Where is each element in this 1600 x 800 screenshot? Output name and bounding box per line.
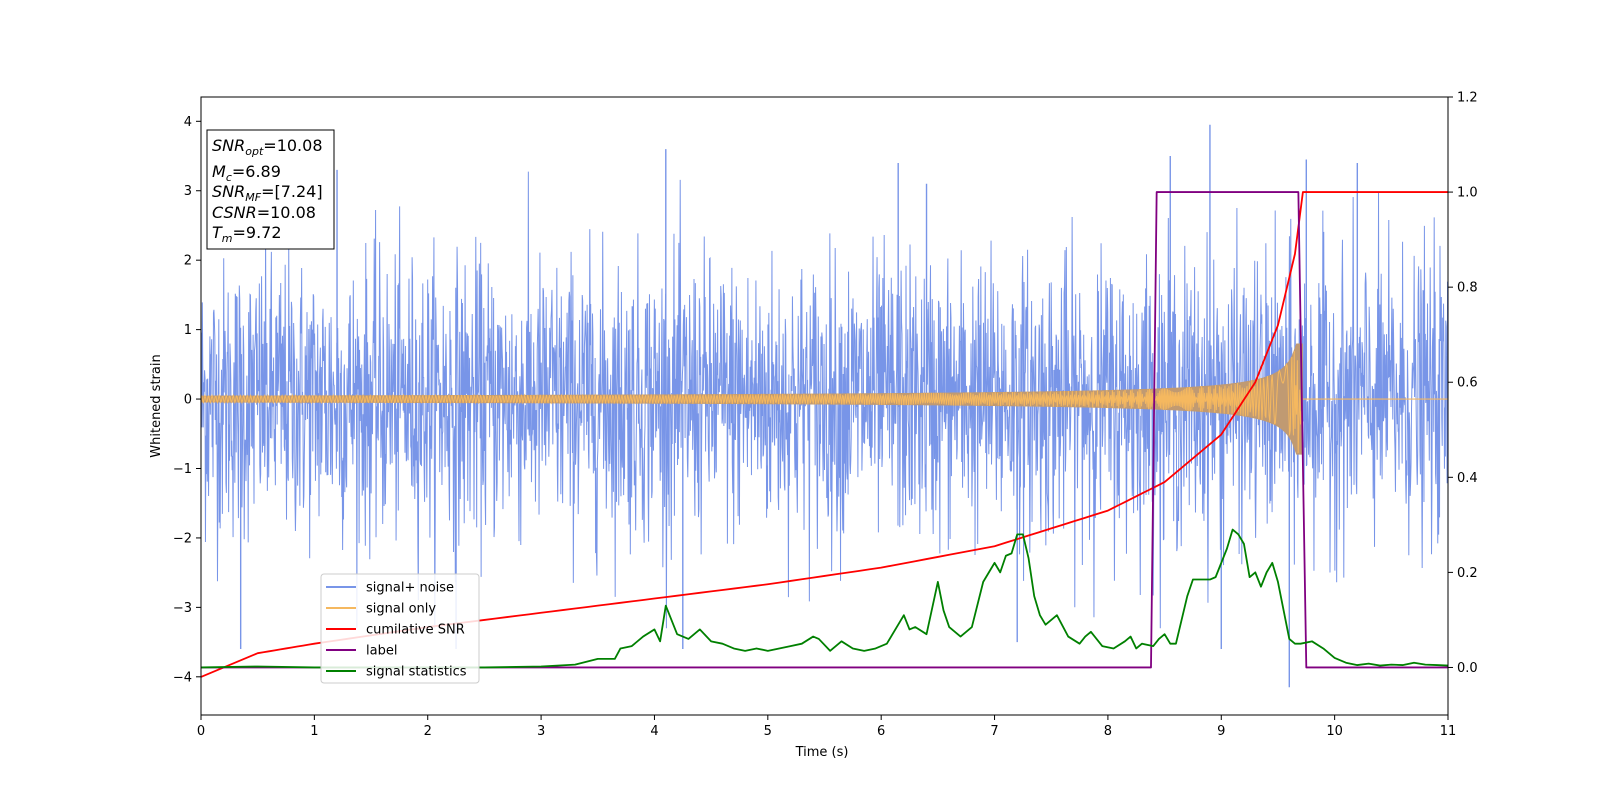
y-right-tick-label: 0.6 bbox=[1457, 376, 1478, 391]
signal-only-series bbox=[201, 343, 1448, 455]
annotation-line: SNRMF=[7.24] bbox=[212, 182, 323, 204]
legend-label: signal only bbox=[366, 602, 436, 617]
annotation-box: SNRopt=10.08Mc=6.89SNRMF=[7.24]CSNR=10.0… bbox=[206, 129, 335, 250]
signal-only-line bbox=[201, 351, 1304, 454]
y-tick-label: −3 bbox=[173, 601, 192, 616]
annotation-line: SNRopt=10.08 bbox=[212, 136, 323, 158]
y-tick-label: 3 bbox=[184, 184, 192, 199]
y-tick-label: −2 bbox=[173, 531, 192, 546]
x-tick-label: 1 bbox=[310, 724, 318, 739]
legend: signal+ noise signal only cumilative SNR la… bbox=[320, 573, 480, 684]
annotation-symbol: T bbox=[212, 223, 223, 242]
annotation-value: =10.08 bbox=[257, 203, 316, 222]
x-tick-label: 3 bbox=[537, 724, 545, 739]
y-right-tick-label: 1.2 bbox=[1457, 91, 1478, 106]
y-tick-label: 4 bbox=[184, 115, 192, 130]
y-tick-label: 0 bbox=[184, 393, 192, 408]
y-axis-label: Whitened strain bbox=[149, 354, 164, 457]
y-right-tick-label: 0.2 bbox=[1457, 566, 1478, 581]
annotation-subscript: MF bbox=[245, 191, 261, 204]
y-tick-label: −4 bbox=[173, 670, 192, 685]
annotation-subscript: m bbox=[222, 232, 233, 245]
y-right-tick-label: 0.0 bbox=[1457, 661, 1478, 676]
annotation-symbol: SNR bbox=[212, 136, 245, 155]
annotation-subscript: c bbox=[226, 171, 232, 184]
y-right-tick-label: 0.4 bbox=[1457, 471, 1478, 486]
x-tick-label: 10 bbox=[1326, 724, 1343, 739]
y-axis-right-ticks: 1.2 1.0 0.8 0.6 0.4 0.2 0.0 bbox=[1448, 91, 1478, 676]
annotation-symbol: M bbox=[212, 162, 226, 181]
x-tick-label: 9 bbox=[1217, 724, 1225, 739]
annotation-value: =9.72 bbox=[233, 223, 282, 242]
annotation-value: =[7.24] bbox=[261, 182, 323, 201]
x-axis-label: Time (s) bbox=[795, 745, 849, 760]
annotation-value: =6.89 bbox=[232, 162, 281, 181]
y-tick-label: −1 bbox=[173, 462, 192, 477]
x-tick-label: 4 bbox=[650, 724, 658, 739]
y-right-tick-label: 0.8 bbox=[1457, 281, 1478, 296]
y-tick-label: 1 bbox=[184, 323, 192, 338]
legend-label: signal+ noise bbox=[366, 581, 454, 596]
annotation-symbol: CSNR bbox=[212, 203, 257, 222]
x-tick-label: 6 bbox=[877, 724, 885, 739]
legend-label: cumilative SNR bbox=[366, 623, 465, 638]
annotation-line: Tm=9.72 bbox=[212, 223, 282, 245]
x-tick-label: 11 bbox=[1440, 724, 1457, 739]
y-right-tick-label: 1.0 bbox=[1457, 186, 1478, 201]
plot-frame bbox=[200, 96, 1449, 716]
y-tick-label: 2 bbox=[184, 254, 192, 269]
y-axis-left-ticks: 4 3 2 1 0 −1 −2 −3 −4 bbox=[173, 115, 201, 685]
x-tick-label: 2 bbox=[424, 724, 432, 739]
x-tick-label: 8 bbox=[1104, 724, 1112, 739]
x-tick-label: 0 bbox=[197, 724, 205, 739]
x-axis-ticks: 0 1 2 3 4 5 6 7 8 9 10 11 bbox=[197, 715, 1456, 739]
annotation-subscript: opt bbox=[245, 145, 264, 158]
legend-label: label bbox=[366, 644, 397, 659]
signal-noise-line bbox=[201, 171, 1448, 629]
signal-statistics-line bbox=[201, 528, 1448, 669]
legend-label: signal statistics bbox=[366, 665, 467, 680]
annotation-symbol: SNR bbox=[212, 182, 245, 201]
annotation-value: =10.08 bbox=[263, 136, 322, 155]
annotation-line: CSNR=10.08 bbox=[212, 203, 316, 222]
label-line bbox=[201, 191, 1448, 669]
annotation-line: Mc=6.89 bbox=[212, 162, 281, 184]
x-tick-label: 7 bbox=[990, 724, 998, 739]
x-tick-label: 5 bbox=[764, 724, 772, 739]
